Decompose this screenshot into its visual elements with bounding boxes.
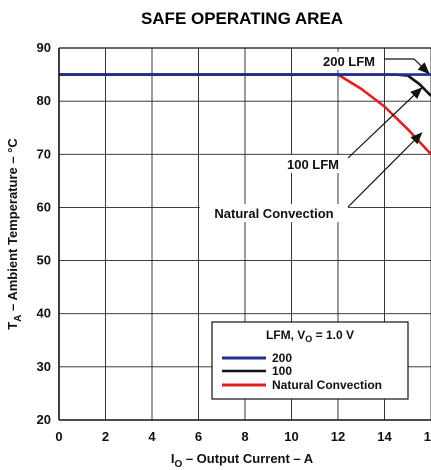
y-axis-label-main: T <box>5 322 20 330</box>
arrow-100lfm <box>347 87 423 159</box>
arrow-natural-convection <box>347 132 423 208</box>
plot-frame <box>58 47 431 421</box>
x-tick-label-5: 10 <box>284 429 298 444</box>
y-tick-label-1: 30 <box>37 359 51 374</box>
legend-title-subscript: O <box>305 334 312 344</box>
x-tick-label-7: 14 <box>377 429 392 444</box>
annotation-100lfm-label: 100 LFM <box>287 157 339 172</box>
x-axis-label-rest: – Output Current – A <box>182 451 314 466</box>
x-tick-label-6: 12 <box>331 429 345 444</box>
y-tick-label-2: 40 <box>37 306 51 321</box>
y-tick-label-3: 50 <box>37 253 51 268</box>
y-tick-label-5: 70 <box>37 146 51 161</box>
y-tick-labels: 20 30 40 50 60 70 80 90 <box>37 40 51 427</box>
legend: LFM, VO = 1.0 V 200 100 Natural Convecti… <box>211 321 409 400</box>
x-tick-label-2: 4 <box>148 429 156 444</box>
x-tick-label-3: 6 <box>195 429 202 444</box>
annotation-100lfm-bg <box>278 155 348 173</box>
x-tick-label-1: 2 <box>102 429 109 444</box>
legend-label-100: 100 <box>272 364 292 378</box>
legend-label-200: 200 <box>272 351 292 365</box>
x-tick-label-0: 0 <box>55 429 62 444</box>
legend-title: LFM, VO = 1.0 V <box>266 328 354 344</box>
x-axis-label-subscript: O <box>174 459 182 470</box>
x-axis-label: IO – Output Current – A <box>171 451 314 470</box>
y-tick-label-0: 20 <box>37 412 51 427</box>
annotations: 200 LFM 100 LFM Natural Convection <box>200 52 384 222</box>
x-tick-labels: 0 2 4 6 8 10 12 14 16 <box>55 429 431 444</box>
chart-title: SAFE OPERATING AREA <box>141 9 343 28</box>
legend-title-rest: = 1.0 V <box>312 328 354 342</box>
annotation-natural-bg <box>200 204 348 222</box>
x-tick-label-8: 16 <box>424 429 431 444</box>
y-tick-label-7: 90 <box>37 40 51 55</box>
legend-label-natural: Natural Convection <box>272 378 382 392</box>
y-axis-label: TA – Ambient Temperature – °C <box>5 138 24 330</box>
x-axis-label-main: I <box>171 451 175 466</box>
annotation-arrows <box>347 58 430 208</box>
annotation-200lfm-label: 200 LFM <box>323 54 375 69</box>
annotation-natural-label: Natural Convection <box>214 206 333 221</box>
y-axis-label-subscript: A <box>13 315 24 322</box>
arrow-200lfm <box>384 58 430 75</box>
legend-title-main: LFM, V <box>266 328 305 342</box>
annotation-200lfm-bg <box>314 52 384 70</box>
y-tick-label-6: 80 <box>37 93 51 108</box>
x-tick-label-4: 8 <box>241 429 248 444</box>
y-tick-label-4: 60 <box>37 199 51 214</box>
y-axis-label-rest: – Ambient Temperature – °C <box>5 138 20 315</box>
